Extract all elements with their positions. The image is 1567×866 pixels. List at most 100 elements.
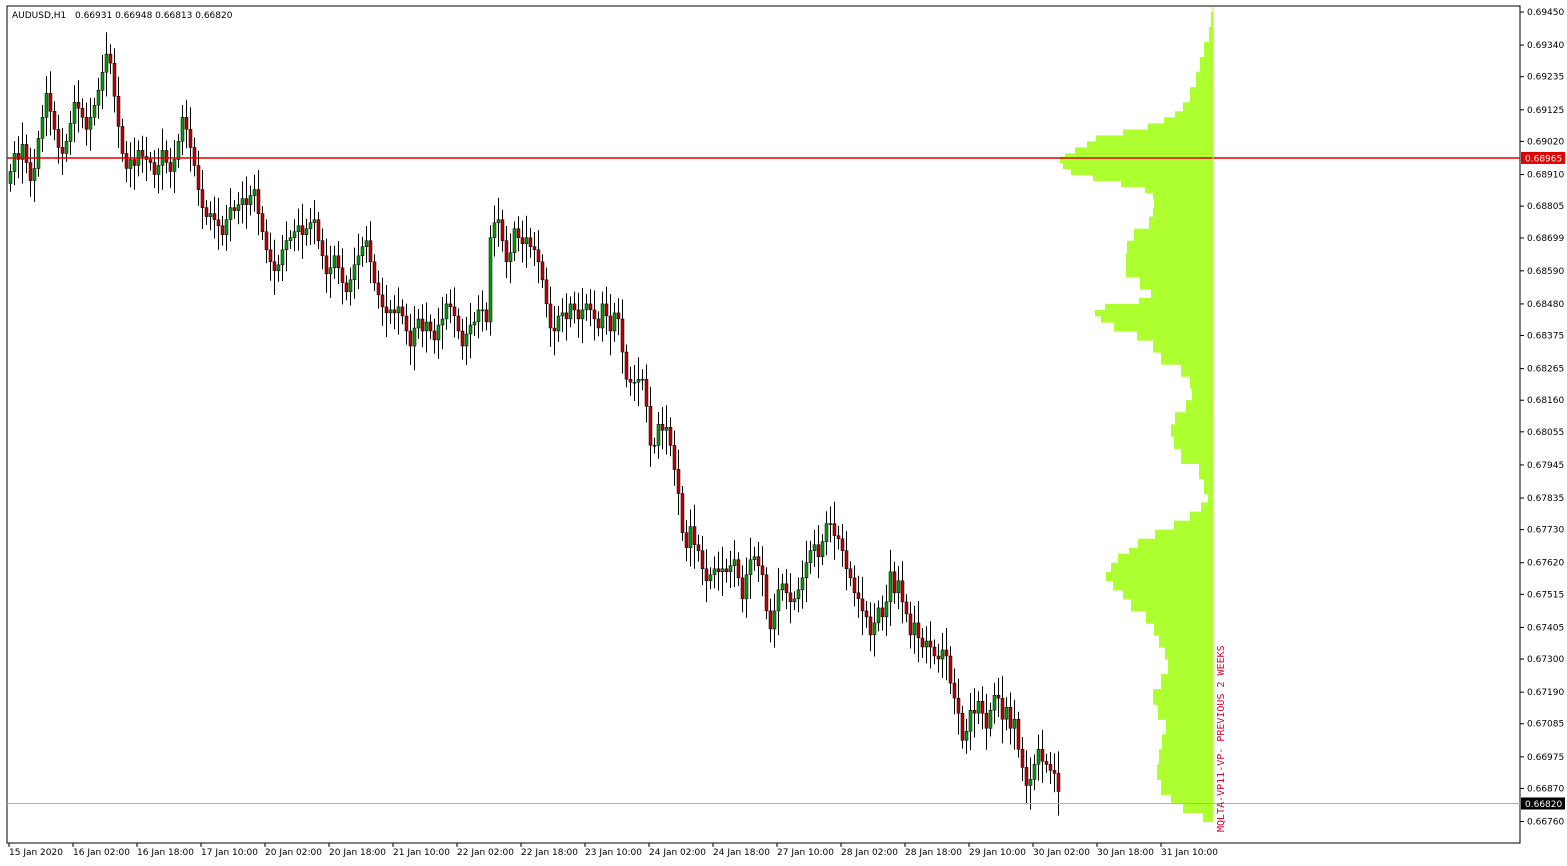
candle-bull [492,222,497,238]
candle-bull [940,649,945,660]
candle-bull [328,267,333,275]
candle-bear [220,225,225,235]
candle-bull [612,312,617,332]
volume-profile-bar [1075,147,1213,154]
volume-profile-bar [1146,610,1213,624]
candle-bear [920,637,925,648]
candle-bear [620,318,625,353]
candle-bear [932,646,937,657]
candle-bull [424,321,429,332]
candle-bull [800,577,805,591]
candle-bear [192,147,197,166]
candle-bear [540,261,545,281]
candle-bear [844,550,849,570]
volume-profile-bar [1101,316,1213,323]
price-axis[interactable]: 0.69450 0.69340 0.69235 0.69125 0.69020 0.689… [1520,8,1565,828]
time-axis-label: 22 Jan 02:00 [457,848,514,858]
candle-bull [752,556,757,560]
time-axis-label: 15 Jan 2020 [9,848,63,858]
volume-profile-bar [1190,511,1213,522]
candle-bull [632,381,637,384]
time-axis[interactable]: 15 Jan 2020 16 Jan 02:00 16 Jan 18:00 17 Ja… [8,843,1218,858]
volume-profile-bar [1181,364,1213,377]
candle-bear [972,709,977,714]
price-axis-label: 0.67835 [1527,494,1564,504]
volume-profile-bar [1155,529,1213,540]
indicator-label: MQLTA-VP11-VP- PREVIOUS 2 WEEKS [1216,645,1227,832]
candle-bull [976,700,981,714]
candle-bull [36,138,41,169]
volume-profile-bar [1168,659,1213,675]
candle-bear [904,601,909,615]
candle-bear [460,330,465,347]
candle-bull [876,607,881,624]
candle-bear [420,318,425,332]
volume-profile-bar [1158,704,1213,720]
candle-bear [572,303,577,311]
price-axis-label: 0.66975 [1527,753,1564,763]
candle-bear [244,198,249,205]
candle-bear [960,712,965,741]
poc-price-badge [1521,151,1565,164]
candle-bull [720,568,725,573]
candle-bull [180,117,185,142]
time-axis-label: 24 Jan 02:00 [649,848,706,858]
candle-bear [544,279,549,305]
candlesticks [8,32,1061,816]
candle-bear [864,610,869,618]
price-axis-label: 0.67300 [1527,655,1564,665]
price-axis-label: 0.68910 [1527,171,1564,181]
candle-bull [348,279,353,293]
candle-bull [968,709,973,732]
candle-bull [440,318,445,326]
candle-bull [712,568,717,576]
volume-profile-bar [1209,27,1213,43]
candle-bull [496,219,501,223]
candle-bear [132,159,137,166]
time-axis-label: 30 Jan 02:00 [1033,848,1090,858]
chart-header-ohlc: 0.66931 0.66948 0.66813 0.66820 [75,11,233,21]
candle-bull [412,327,417,347]
candle-bull [888,571,893,603]
volume-profile-bar [1166,719,1213,735]
candle-bear [836,535,841,539]
candle-bear [400,306,405,317]
candle-bear [1040,749,1045,762]
price-lines [7,7,1520,810]
candle-bear [504,240,509,263]
price-axis-label: 0.66870 [1527,784,1564,794]
volume-profile-bar [1123,129,1213,136]
candle-bull [884,601,889,618]
candle-bull [92,105,97,118]
candle-bull [872,622,877,636]
price-axis-label: 0.67730 [1527,526,1564,536]
candle-bear [628,378,633,383]
candle-bull [364,240,369,247]
price-axis-label: 0.68699 [1527,234,1564,244]
candle-bear [516,228,521,238]
volume-profile-bar [1153,689,1213,705]
candle-bear [152,162,157,175]
candle-bull [652,445,657,447]
candle-bear [28,162,33,181]
volume-profile-bar [1153,192,1213,200]
candle-bear [908,613,913,636]
candle-bull [988,709,993,729]
candle-bear [592,309,597,320]
candle-bear [116,96,121,127]
volume-profile-bar [1121,180,1213,188]
candle-bear [532,246,537,250]
candle-bear [112,62,117,97]
candle-bear [168,162,173,172]
candle-bear [980,700,985,714]
candle-bear [552,327,557,332]
candle-bull [240,198,245,205]
plot-area[interactable] [6,5,1521,844]
candle-bear [936,655,941,660]
volume-profile-bar [1114,322,1213,332]
candle-bull [1032,764,1037,780]
candle-bear [340,267,345,284]
candle-bear [564,312,569,320]
